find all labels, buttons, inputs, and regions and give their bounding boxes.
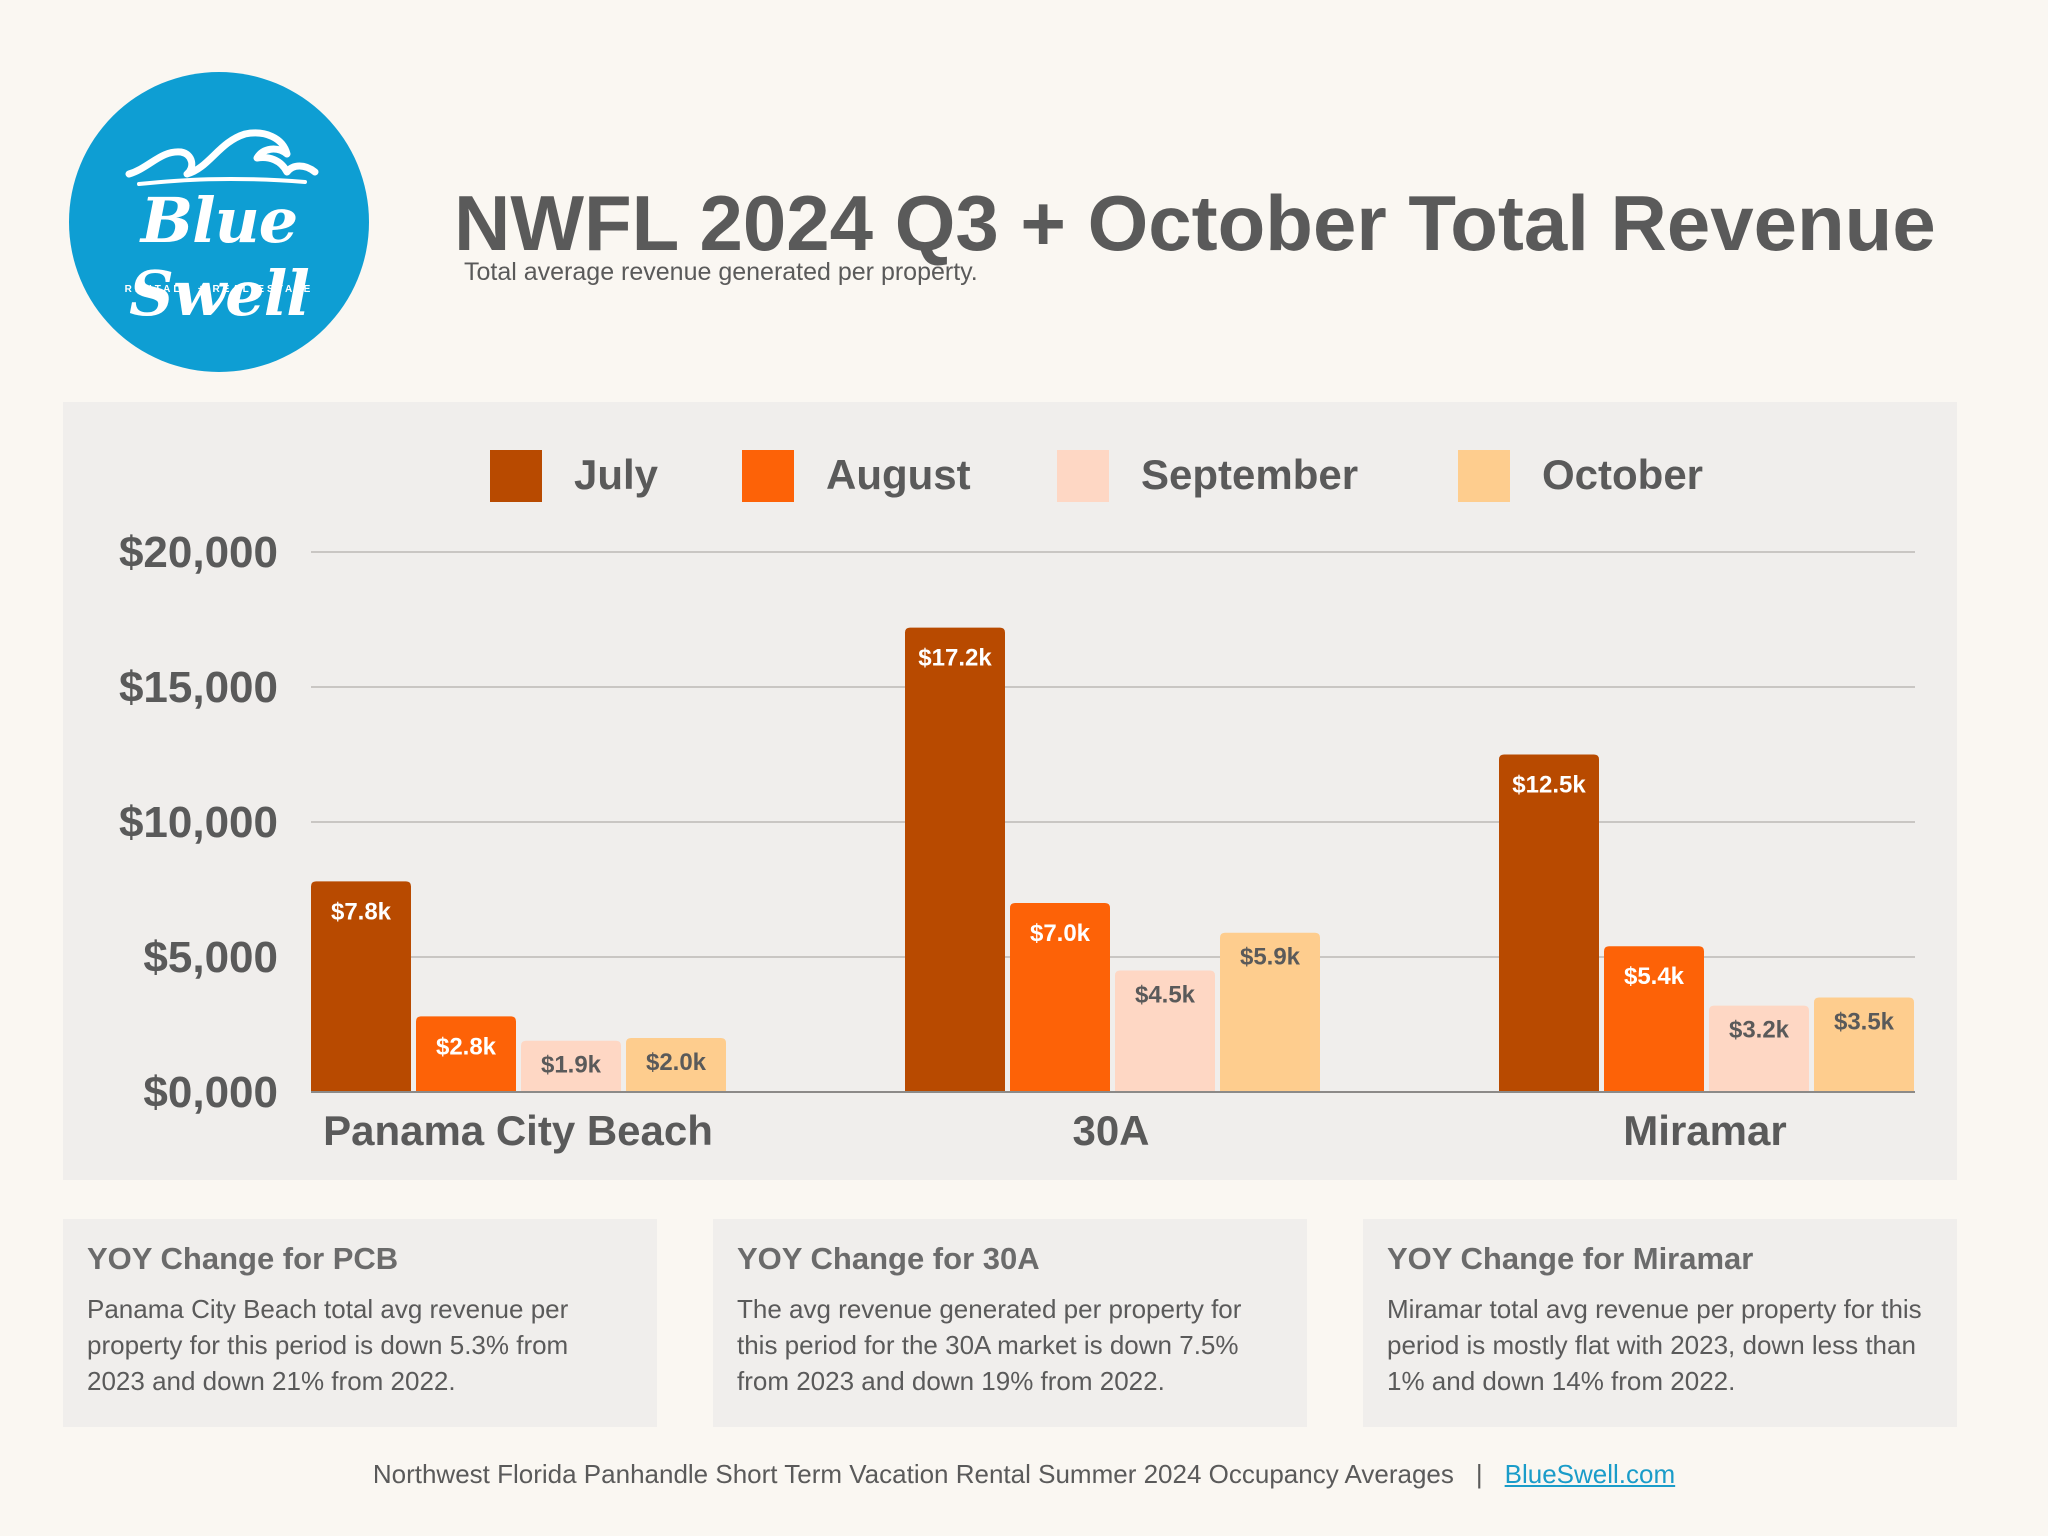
data-label: $3.2k — [1729, 1017, 1790, 1044]
y-tick-label: $20,000 — [119, 528, 278, 577]
card-miramar: YOY Change for Miramar Miramar total avg… — [1363, 1219, 1957, 1427]
data-label: $3.5k — [1834, 1009, 1895, 1036]
data-label: $5.4k — [1624, 963, 1685, 990]
bar-august — [1010, 903, 1110, 1092]
bar-september — [1709, 1005, 1809, 1092]
footer: Northwest Florida Panhandle Short Term V… — [0, 1459, 2048, 1490]
card-text: Panama City Beach total avg revenue per … — [87, 1294, 569, 1396]
y-tick-label: $15,000 — [119, 663, 278, 712]
y-tick-label: $0,000 — [143, 1068, 278, 1117]
footer-separator: | — [1475, 1459, 1483, 1489]
bar-july — [905, 627, 1005, 1092]
data-label: $7.8k — [331, 898, 392, 925]
footer-text: Northwest Florida Panhandle Short Term V… — [372, 1459, 1454, 1489]
bar-august — [1604, 946, 1704, 1092]
legend-swatch-september — [1057, 450, 1109, 502]
card-text: Miramar total avg revenue per property f… — [1387, 1294, 1922, 1396]
legend-swatch-july — [490, 450, 542, 502]
data-label: $1.9k — [541, 1052, 602, 1079]
bar-august — [416, 1016, 516, 1092]
logo-tagline: RENTALS + REAL ESTATE — [124, 284, 314, 295]
card-text: The avg revenue generated per property f… — [737, 1294, 1242, 1396]
data-label: $2.8k — [436, 1033, 497, 1060]
bar-july — [311, 881, 411, 1092]
logo-wordmark: Blue Swell — [129, 184, 310, 330]
footer-link[interactable]: BlueSwell.com — [1504, 1459, 1676, 1489]
page-title: NWFL 2024 Q3 + October Total Revenue — [454, 179, 1936, 267]
x-category-label: Panama City Beach — [323, 1107, 713, 1154]
data-label: $12.5k — [1512, 772, 1586, 799]
bar-october — [626, 1038, 726, 1092]
data-label: $7.0k — [1030, 920, 1091, 947]
blue-swell-logo: Blue Swell RENTALS + REAL ESTATE — [69, 72, 369, 372]
wave-icon — [125, 129, 319, 186]
card-30a: YOY Change for 30A The avg revenue gener… — [713, 1219, 1307, 1427]
data-label: $4.5k — [1135, 982, 1196, 1009]
revenue-bar-chart: $0,000 $5,000 $10,000 $15,000 $20,000 $7.8k $2… — [119, 450, 1915, 1154]
legend-swatch-october — [1458, 450, 1510, 502]
legend-swatch-august — [742, 450, 794, 502]
card-title: YOY Change for Miramar — [1387, 1241, 1754, 1276]
bar-september — [521, 1040, 621, 1092]
bar-september — [1115, 970, 1215, 1092]
legend-label: October — [1542, 451, 1703, 498]
card-pcb: YOY Change for PCB Panama City Beach tot… — [63, 1219, 657, 1427]
legend-label: September — [1141, 451, 1358, 498]
bar-october — [1814, 997, 1914, 1092]
legend-label: July — [574, 451, 659, 498]
bar-july — [1499, 754, 1599, 1092]
data-label: $17.2k — [918, 645, 992, 672]
x-category-label: Miramar — [1623, 1107, 1786, 1154]
bar-october — [1220, 932, 1320, 1092]
card-title: YOY Change for 30A — [737, 1241, 1040, 1276]
chart-panel: $0,000 $5,000 $10,000 $15,000 $20,000 $7.8k $2… — [63, 402, 1957, 1180]
legend-label: August — [826, 451, 971, 498]
y-tick-label: $5,000 — [143, 933, 278, 982]
x-category-label: 30A — [1072, 1107, 1149, 1154]
data-label: $2.0k — [646, 1049, 707, 1076]
card-title: YOY Change for PCB — [87, 1241, 399, 1276]
data-label: $5.9k — [1240, 944, 1301, 971]
y-tick-label: $10,000 — [119, 798, 278, 847]
page-subtitle: Total average revenue generated per prop… — [464, 258, 978, 286]
